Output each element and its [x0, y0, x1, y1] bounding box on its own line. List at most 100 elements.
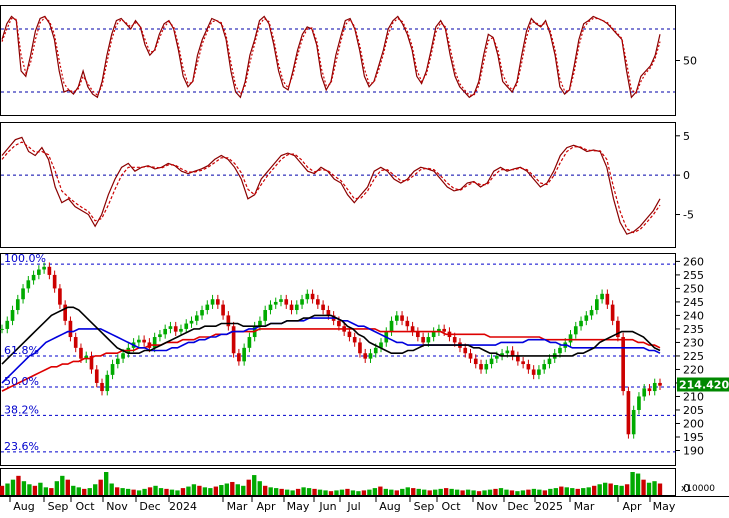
price-candle-body: [489, 358, 494, 365]
x-tick-label: Sep: [414, 500, 435, 513]
fibonacci-label: 38.2%: [4, 403, 39, 416]
volume-bar: [433, 489, 438, 495]
price-candle-body: [289, 304, 294, 311]
price-candle-body: [642, 388, 647, 397]
y-tick-label: -5: [683, 209, 694, 222]
volume-bar: [120, 488, 125, 495]
y-tick-label: 245: [683, 296, 704, 309]
x-tick-label: May: [287, 500, 310, 513]
volume-bar: [476, 491, 482, 495]
price-candle-body: [0, 328, 4, 330]
price-candle-body: [137, 339, 141, 343]
x-tick-label: Jun: [318, 500, 336, 513]
price-candle-body: [326, 310, 331, 316]
volume-bar: [383, 488, 389, 495]
price-candle-body: [247, 337, 252, 348]
price-candle-body: [89, 355, 94, 370]
price-candle-body: [121, 353, 125, 359]
x-tick-label: Aug: [13, 500, 34, 513]
volume-bar: [613, 485, 619, 495]
price-candle-body: [284, 299, 289, 305]
volume-bar: [553, 488, 558, 495]
price-candle-body: [100, 382, 104, 392]
volume-bar: [98, 479, 103, 495]
price-candle-body: [373, 347, 378, 354]
volume-bar: [284, 489, 290, 495]
price-candle-body: [79, 347, 83, 359]
price-candle-body: [52, 274, 57, 289]
price-candle-body: [263, 310, 268, 321]
volume-bar: [624, 484, 630, 495]
price-candle-body: [468, 353, 473, 359]
price-candle-body: [94, 369, 99, 383]
price-candle-body: [573, 326, 578, 335]
volume-bar: [608, 483, 613, 495]
price-candle-body: [279, 299, 283, 302]
x-tick-label: Nov: [476, 500, 498, 513]
volume-bar: [38, 482, 43, 495]
volume-bar: [493, 488, 498, 495]
price-candle-body: [379, 342, 383, 348]
volume-bar: [356, 491, 361, 495]
price-candle-body: [268, 304, 273, 311]
y-tick-label: 240: [683, 309, 704, 322]
volume-bar: [27, 484, 32, 495]
price-candle-body: [84, 355, 89, 359]
price-candle-body: [658, 382, 662, 386]
volume-bar: [389, 489, 394, 495]
volume-bar: [542, 490, 548, 495]
volume-bar: [471, 490, 476, 495]
price-candle-body: [73, 337, 78, 348]
volume-bar: [180, 488, 186, 495]
volume-bar: [213, 486, 219, 495]
price-candle-body: [237, 353, 241, 362]
price-candle-body: [505, 350, 510, 354]
x-tick-label: Jul: [346, 500, 360, 513]
price-candle-body: [605, 293, 610, 305]
price-candle-body: [42, 266, 46, 270]
oscillator-panel-frame: [0, 122, 676, 248]
volume-bar: [350, 490, 356, 495]
price-candle-body: [294, 304, 299, 311]
volume-bar: [241, 485, 246, 495]
price-candle-body: [5, 320, 10, 329]
volume-bar: [372, 488, 378, 495]
volume-bar: [509, 490, 515, 495]
volume-bar: [422, 489, 427, 495]
price-candle-body: [152, 337, 157, 348]
y-tick-label: 235: [683, 323, 704, 336]
volume-bar: [202, 487, 208, 495]
price-candle-body: [37, 269, 41, 275]
price-candle-body: [58, 288, 62, 305]
volume-bar: [60, 475, 65, 495]
volume-bar: [531, 488, 537, 495]
volume-bar: [54, 481, 60, 495]
volume-bar: [559, 486, 564, 495]
oscillator-signal-line: [1, 141, 661, 234]
price-candle-body: [21, 288, 25, 300]
price-candle-body: [652, 382, 657, 392]
volume-bar: [147, 487, 153, 495]
volume-bar: [230, 481, 235, 495]
volume-bar: [619, 485, 624, 495]
price-candle-body: [321, 304, 325, 311]
price-candle-body: [210, 299, 215, 305]
price-candle-body: [537, 369, 541, 375]
volume-bar: [43, 487, 49, 495]
price-candle-body: [526, 364, 531, 370]
volume-bar: [208, 488, 213, 495]
volume-y-tick-label: 0: [683, 482, 690, 495]
volume-bar: [175, 490, 180, 495]
volume-bar: [295, 488, 301, 495]
volume-bar: [246, 479, 251, 495]
volume-bar: [93, 484, 98, 495]
price-candle-body: [358, 342, 362, 354]
y-tick-label: 200: [683, 417, 704, 430]
volume-bar: [5, 483, 10, 495]
price-candle-body: [394, 315, 399, 321]
volume-bar: [136, 490, 142, 495]
volume-bar: [312, 488, 317, 495]
price-candle-body: [215, 299, 220, 305]
price-candle-body: [389, 320, 394, 332]
